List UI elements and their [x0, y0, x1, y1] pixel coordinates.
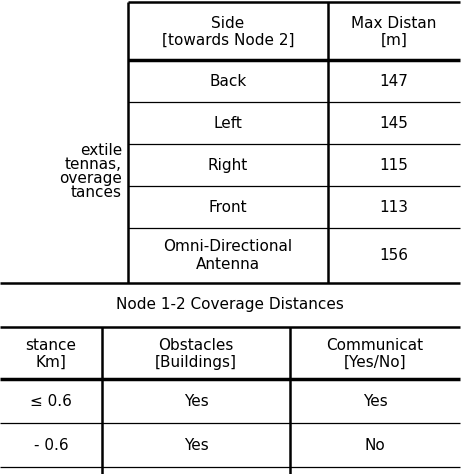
- Text: - 0.6: - 0.6: [34, 438, 68, 453]
- Text: 115: 115: [380, 157, 409, 173]
- Text: No: No: [365, 438, 385, 453]
- Text: Km]: Km]: [36, 355, 66, 370]
- Text: Yes: Yes: [363, 393, 387, 409]
- Text: ≤ 0.6: ≤ 0.6: [30, 393, 72, 409]
- Text: 147: 147: [380, 73, 409, 89]
- Text: Antenna: Antenna: [196, 257, 260, 272]
- Text: Right: Right: [208, 157, 248, 173]
- Text: [m]: [m]: [381, 33, 408, 47]
- Text: tennas,: tennas,: [65, 157, 122, 172]
- Text: 156: 156: [380, 248, 409, 263]
- Text: stance: stance: [26, 337, 76, 353]
- Text: Node 1-2 Coverage Distances: Node 1-2 Coverage Distances: [116, 298, 344, 312]
- Text: [towards Node 2]: [towards Node 2]: [162, 33, 294, 47]
- Text: Left: Left: [214, 116, 242, 130]
- Text: Obstacles: Obstacles: [158, 337, 234, 353]
- Text: Yes: Yes: [183, 438, 209, 453]
- Text: 145: 145: [380, 116, 409, 130]
- Text: tances: tances: [71, 185, 122, 200]
- Text: Back: Back: [210, 73, 246, 89]
- Text: Yes: Yes: [183, 393, 209, 409]
- Text: 113: 113: [380, 200, 409, 215]
- Text: Max Distan: Max Distan: [351, 16, 437, 30]
- Text: Omni-Directional: Omni-Directional: [164, 239, 292, 254]
- Text: overage: overage: [59, 171, 122, 186]
- Text: Front: Front: [209, 200, 247, 215]
- Text: Communicat: Communicat: [327, 337, 424, 353]
- Text: [Buildings]: [Buildings]: [155, 355, 237, 370]
- Text: extile: extile: [80, 143, 122, 158]
- Text: Side: Side: [211, 16, 245, 30]
- Text: [Yes/No]: [Yes/No]: [344, 355, 406, 370]
